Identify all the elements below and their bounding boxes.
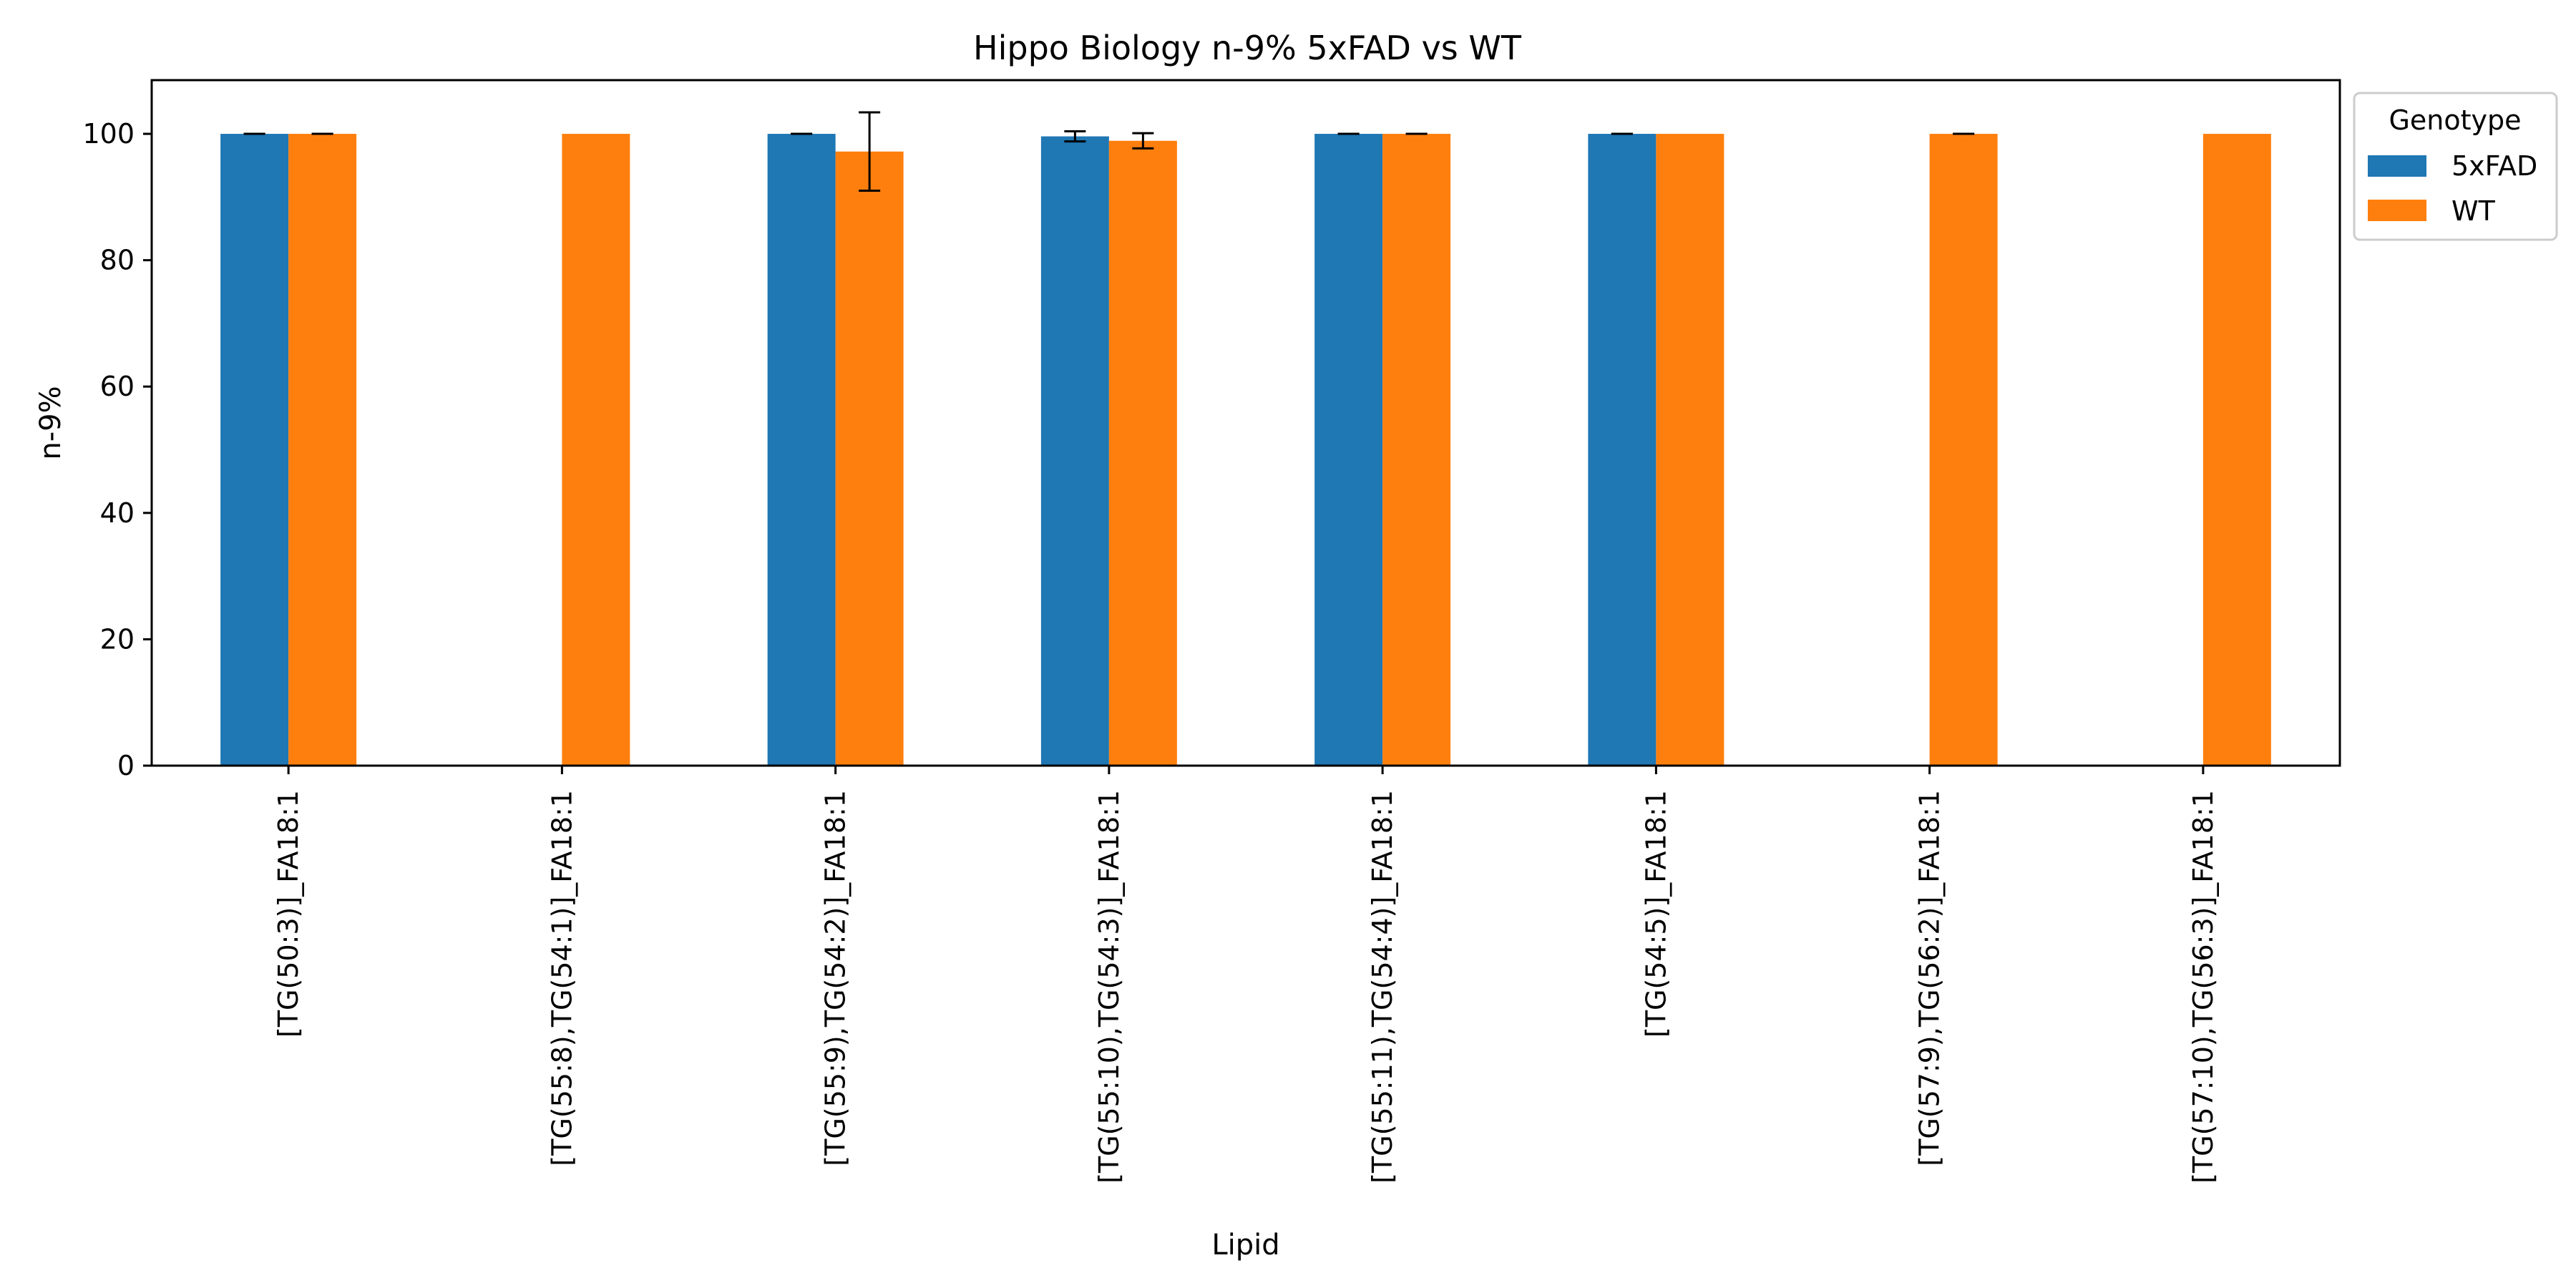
x-tick-label-1: [TG(55:8),TG(54:1)]_FA18:1 xyxy=(546,790,577,1166)
legend-label-5xfad: 5xFAD xyxy=(2451,150,2537,182)
bar-wt-4 xyxy=(1382,134,1451,766)
bar-wt-5 xyxy=(1656,134,1724,766)
bar-wt-3 xyxy=(1108,140,1177,766)
x-tick-label-4: [TG(55:11),TG(54:4)]_FA18:1 xyxy=(1367,790,1398,1184)
y-tick-label-20: 20 xyxy=(100,623,135,655)
bars xyxy=(220,134,2271,766)
bar-5xfad-2 xyxy=(767,134,836,766)
y-tick-label-40: 40 xyxy=(100,497,135,529)
bar-5xfad-5 xyxy=(1588,134,1657,766)
x-tick-label-7: [TG(57:10),TG(56:3)]_FA18:1 xyxy=(2187,790,2219,1184)
y-tick-label-60: 60 xyxy=(100,371,135,402)
x-tick-label-2: [TG(55:9),TG(54:2)]_FA18:1 xyxy=(820,790,852,1166)
bar-wt-0 xyxy=(288,134,357,766)
y-axis: 0 20 40 60 80 100 xyxy=(82,118,152,781)
legend-title: Genotype xyxy=(2389,104,2521,136)
error-bars xyxy=(243,111,1975,192)
error-bar-wt-3 xyxy=(1132,132,1154,150)
bar-wt-1 xyxy=(562,134,630,766)
bar-wt-7 xyxy=(2202,134,2271,766)
x-axis: [TG(50:3)]_FA18:1 [TG(55:8),TG(54:1)]_FA1… xyxy=(273,766,2219,1184)
x-tick-label-6: [TG(57:9),TG(56:2)]_FA18:1 xyxy=(1914,790,1946,1166)
error-bar-wt-2 xyxy=(859,111,881,192)
legend: Genotype 5xFAD WT xyxy=(2353,92,2558,241)
error-bar-5xfad-3 xyxy=(1064,130,1086,143)
bar-wt-6 xyxy=(1929,134,1998,766)
x-tick-label-3: [TG(55:10),TG(54:3)]_FA18:1 xyxy=(1093,790,1125,1184)
legend-label-wt: WT xyxy=(2451,195,2496,227)
legend-swatch-wt xyxy=(2368,200,2426,221)
bar-5xfad-4 xyxy=(1314,134,1383,766)
y-tick-label-80: 80 xyxy=(100,245,135,276)
legend-swatch-5xfad xyxy=(2368,155,2426,177)
y-axis-label: n-9% xyxy=(34,386,67,459)
y-tick-label-0: 0 xyxy=(117,750,135,781)
bar-wt-2 xyxy=(835,151,904,766)
x-tick-label-5: [TG(54:5)]_FA18:1 xyxy=(1640,790,1672,1038)
x-axis-label: Lipid xyxy=(1211,1229,1279,1262)
x-tick-label-0: [TG(50:3)]_FA18:1 xyxy=(273,790,304,1038)
bar-5xfad-3 xyxy=(1040,136,1109,766)
plot-frame xyxy=(150,79,2341,767)
bar-5xfad-0 xyxy=(220,134,289,766)
y-tick-label-100: 100 xyxy=(82,118,135,150)
chart-title: Hippo Biology n-9% 5xFAD vs WT xyxy=(973,29,1522,67)
